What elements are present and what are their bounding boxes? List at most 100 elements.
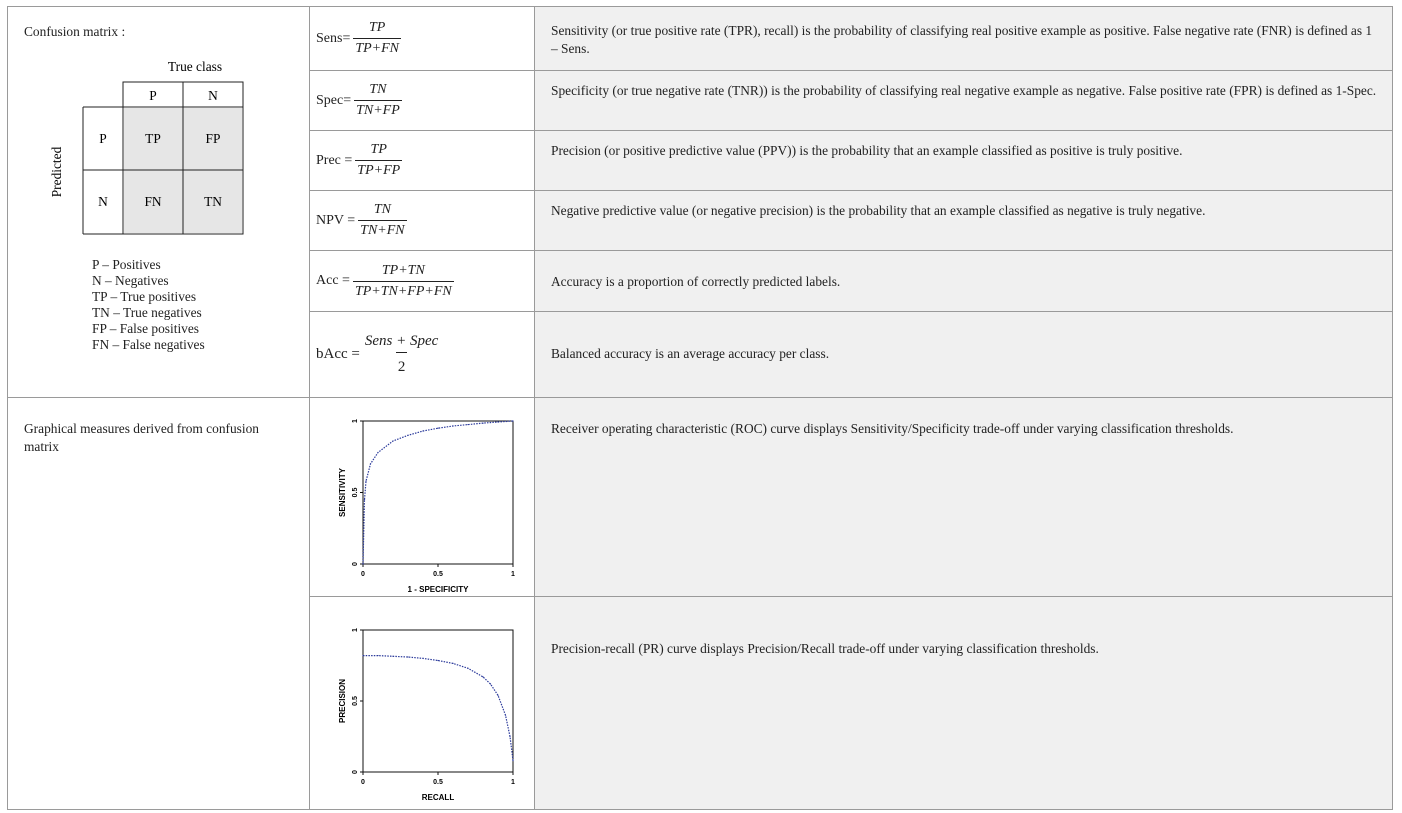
formula-lhs: bAcc = — [316, 346, 360, 362]
sens-description: Sensitivity (or true positive rate (TPR)… — [551, 23, 1373, 56]
formula-denominator: TN+FP — [354, 100, 402, 119]
row-divider — [309, 130, 1392, 131]
cell-tn: TN — [204, 194, 222, 209]
legend-item: N – Negatives — [92, 273, 169, 288]
x-tick-label: 0 — [361, 571, 365, 578]
plot-frame — [362, 420, 514, 565]
legend-item: TN – True negatives — [92, 305, 202, 320]
col-header-n: N — [208, 88, 218, 103]
confusion-matrix-legend: P – Positives N – Negatives TP – True po… — [92, 257, 205, 353]
desc-column-bg-bottom — [535, 398, 1392, 809]
graphical-title: Graphical measures derived from confusio… — [24, 421, 259, 454]
formula-numerator: TP+TN — [381, 262, 425, 278]
data-point — [369, 463, 372, 465]
data-point — [467, 667, 469, 669]
row-header-p: P — [99, 131, 106, 146]
data-point — [482, 676, 484, 678]
col-divider-1 — [309, 7, 310, 809]
y-tick-label: 0 — [352, 770, 359, 774]
roc-chart: 0 0 0.5 0.5 1 1 1 - SPECIFICITY SENSITIVITY — [338, 419, 515, 594]
data-point — [392, 655, 394, 657]
data-point — [497, 421, 499, 423]
formula-npv: NPV = TN TN+FN — [316, 191, 407, 250]
formula-numerator: TP — [370, 142, 387, 157]
data-point — [509, 735, 511, 738]
formula-denominator: TP+FN — [353, 38, 402, 57]
data-point — [362, 563, 364, 565]
row-divider — [309, 190, 1392, 191]
y-axis-label: SENSITIVITY — [338, 467, 347, 517]
prec-description: Precision (or positive predictive value … — [551, 143, 1183, 158]
y-tick-label: 0.5 — [352, 488, 359, 498]
metrics-table: Confusion matrix : True class P N P N TP… — [7, 6, 1393, 810]
formula-numerator: Sens + Spec — [364, 333, 439, 349]
formula-lhs: NPV = — [316, 212, 356, 228]
section-divider — [8, 397, 1392, 398]
data-point — [407, 656, 409, 658]
y-tick-label: 1 — [352, 419, 359, 423]
predicted-label: Predicted — [49, 146, 64, 197]
roc-description: Receiver operating characteristic (ROC) … — [551, 421, 1234, 436]
npv-description: Negative predictive value (or negative p… — [551, 203, 1206, 218]
cell-tp: TP — [145, 131, 161, 146]
formula-denominator: TP+TN+FP+FN — [352, 280, 454, 300]
data-point — [407, 434, 409, 436]
col-divider-2 — [534, 7, 535, 809]
data-point — [452, 662, 454, 664]
desc-column-bg-top — [535, 7, 1392, 397]
data-point — [437, 659, 439, 662]
y-tick-label: 1 — [352, 628, 359, 632]
formula-lhs: Sens= — [316, 30, 351, 46]
formula-sens: Sens= TP TP+FN — [316, 7, 402, 70]
y-axis-label: PRECISION — [338, 679, 347, 723]
row-divider — [309, 250, 1392, 251]
legend-item: TP – True positives — [92, 289, 197, 304]
series-line — [363, 655, 514, 761]
x-tick-label: 0.5 — [433, 571, 443, 578]
formula-numerator: TN — [373, 202, 391, 217]
legend-item: FP – False positives — [92, 321, 200, 336]
data-point — [363, 499, 366, 501]
data-point — [422, 430, 424, 432]
formula-numerator: TN — [369, 82, 387, 97]
formula-lhs: Prec = — [316, 152, 353, 168]
row-header-n: N — [98, 194, 108, 209]
data-point — [467, 423, 469, 426]
formula-lhs: Spec= — [316, 92, 352, 108]
confusion-matrix-title: Confusion matrix : — [24, 24, 126, 39]
data-point — [437, 427, 439, 429]
formula-bacc: bAcc = Sens + Spec 2 — [316, 312, 440, 397]
legend-item: FN – False negatives — [92, 337, 205, 352]
formula-acc: Acc = TP+TN TP+TN+FP+FN — [316, 251, 454, 311]
data-point — [504, 714, 507, 716]
col-header-p: P — [149, 88, 156, 103]
formula-denominator: TP+FP — [355, 160, 403, 179]
x-tick-label: 0 — [361, 779, 365, 786]
formula-denominator: TN+FN — [358, 220, 407, 239]
data-point — [377, 451, 379, 454]
row-divider — [309, 70, 1392, 71]
spec-description: Specificity (or true negative rate (TNR)… — [551, 83, 1377, 98]
y-tick-label: 0.5 — [352, 696, 359, 706]
confusion-matrix-diagram: True class P N P N TP FP FN TN Predicted — [49, 59, 244, 235]
y-tick-label: 0 — [352, 562, 359, 566]
data-point — [512, 420, 514, 422]
formula-prec: Prec = TP TP+FP — [316, 131, 403, 190]
legend-item: P – Positives — [92, 257, 161, 272]
formula-spec: Spec= TN TN+FP — [316, 71, 402, 130]
data-point — [489, 683, 492, 685]
true-class-label: True class — [168, 59, 222, 74]
pr-chart: 0 0 0.5 0.5 1 1 RECALL PRECISION — [338, 628, 515, 802]
data-point — [512, 760, 514, 762]
data-point — [392, 440, 394, 442]
x-tick-label: 1 — [511, 571, 515, 578]
data-point — [365, 480, 367, 482]
cell-fp: FP — [206, 131, 221, 146]
x-tick-label: 1 — [511, 779, 515, 786]
data-point — [377, 654, 379, 657]
pr-description: Precision-recall (PR) curve displays Pre… — [551, 641, 1099, 656]
data-point — [362, 654, 364, 657]
row-divider — [309, 596, 1392, 597]
data-point — [497, 694, 499, 696]
formula-lhs: Acc = — [316, 273, 350, 288]
